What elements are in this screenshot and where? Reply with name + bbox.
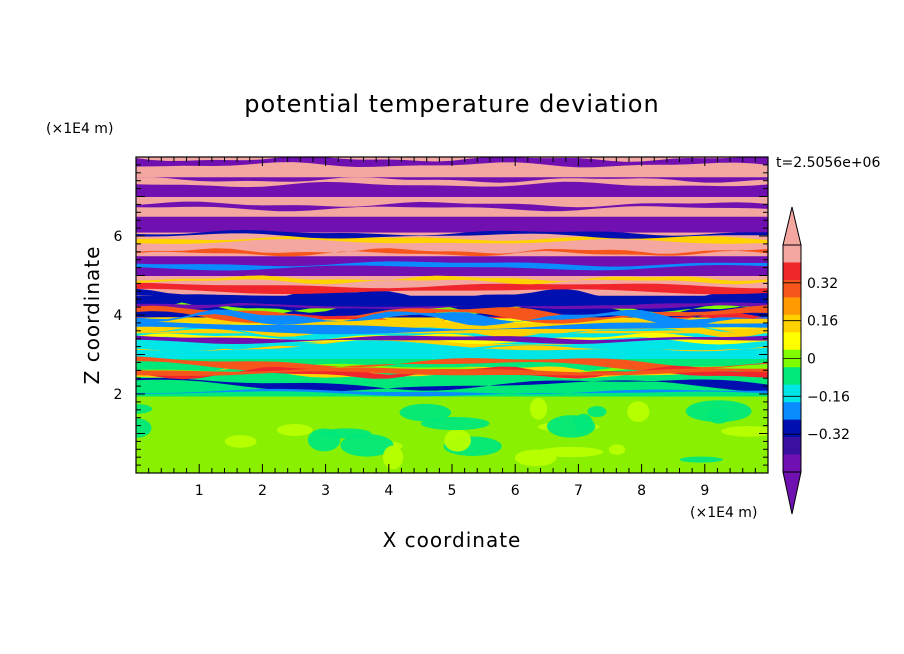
colorbar-segment	[783, 297, 801, 316]
contour-patch	[444, 429, 471, 452]
contour-band-purple-layer	[136, 176, 768, 197]
colorbar-segment	[783, 367, 801, 385]
x-unit-label: (×1E4 m)	[690, 505, 757, 521]
contour-stripe	[136, 275, 768, 285]
colorbar-segment	[783, 437, 801, 455]
colorbar-segment	[783, 454, 801, 473]
x-tick-label: 7	[574, 483, 583, 499]
colorbar-label: −0.32	[807, 427, 850, 443]
x-axis-label: X coordinate	[383, 528, 522, 552]
contour-stripe	[136, 294, 768, 307]
x-tick-label: 8	[637, 483, 646, 499]
contour-strip	[136, 322, 768, 338]
contour-stripe	[136, 248, 768, 257]
y-axis: 2 4 6	[114, 164, 768, 466]
contour-stripe	[136, 261, 768, 271]
chart-title: potential temperature deviation	[244, 90, 659, 118]
x-tick-label: 2	[258, 483, 267, 499]
contour-patch	[399, 403, 452, 422]
colorbar-label: −0.16	[807, 389, 850, 405]
y-tick-label: 6	[114, 229, 123, 245]
colorbar-segment	[783, 419, 801, 438]
colorbar-segment	[783, 262, 801, 281]
contour-patch	[320, 428, 372, 439]
colorbar-label: 0	[807, 352, 816, 368]
contour-patch	[537, 446, 604, 458]
colorbar: 0.32 0.16 0 −0.16 −0.32	[782, 206, 850, 515]
time-label: t=2.5056e+06	[776, 155, 880, 171]
colorbar-segment	[783, 332, 801, 351]
contour-patch	[627, 401, 650, 422]
contour-patch	[340, 434, 394, 457]
colorbar-label: 0.32	[807, 276, 838, 292]
colorbar-segment	[783, 384, 801, 403]
x-tick-label: 5	[448, 483, 457, 499]
x-tick-label: 4	[384, 483, 393, 499]
contour-stripe	[136, 230, 768, 239]
contour-patch	[608, 444, 626, 455]
contour-patch	[420, 416, 490, 431]
contour-patch	[136, 403, 153, 414]
contour-patch	[224, 435, 257, 448]
y-tick-label: 4	[114, 308, 123, 324]
contour-patch	[529, 397, 548, 420]
y-tick-label: 2	[114, 387, 123, 403]
contour-stripe	[136, 177, 768, 188]
contour-strip	[136, 335, 768, 344]
contour-strip	[136, 309, 768, 327]
x-tick-label: 6	[511, 483, 520, 499]
contour-strip	[136, 388, 768, 397]
contour-patch	[276, 424, 313, 436]
contour-strip	[136, 377, 768, 393]
contour-band-purple-layer	[136, 216, 768, 233]
colorbar-label: 0.16	[807, 314, 838, 330]
contour-stripe	[136, 201, 768, 212]
y-axis-label: Z coordinate	[80, 246, 104, 385]
colorbar-segment	[783, 402, 801, 420]
colorbar-segment	[783, 279, 801, 298]
x-tick-label: 3	[321, 483, 330, 499]
contour-patch	[136, 418, 152, 438]
contour-fill-area	[136, 157, 768, 473]
colorbar-segment	[783, 245, 801, 263]
y-unit-label: (×1E4 m)	[46, 121, 113, 137]
contour-stripe	[136, 282, 768, 295]
contour-strip	[136, 343, 768, 352]
x-axis: 1 2 3 4 5 6 7 8 9	[148, 157, 769, 499]
colorbar-segment	[783, 314, 801, 333]
colorbar-extend-bottom	[782, 471, 802, 515]
contour-strip	[136, 367, 768, 376]
contour-strip	[136, 365, 768, 380]
x-tick-label: 1	[195, 483, 204, 499]
contour-patch	[382, 445, 404, 470]
contour-patch	[721, 425, 768, 437]
contour-strip	[136, 321, 768, 335]
colorbar-extend-top	[782, 206, 802, 246]
contour-patch	[587, 406, 607, 418]
x-tick-label: 9	[700, 483, 709, 499]
contour-patch	[679, 456, 723, 463]
contour-strip	[136, 356, 768, 372]
contour-patch	[685, 400, 752, 423]
contour-patch	[546, 415, 596, 438]
